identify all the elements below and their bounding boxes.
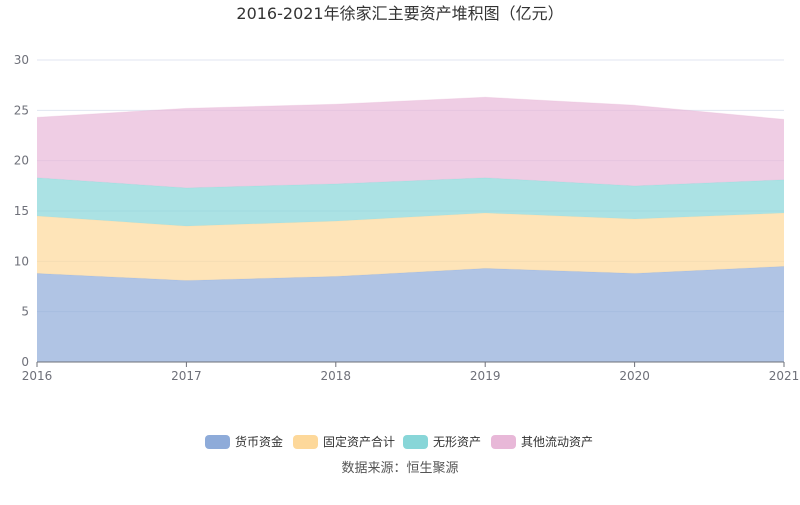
y-tick-label: 20 xyxy=(14,154,29,168)
legend-item[interactable]: 其他流动资产 xyxy=(491,435,593,449)
legend-label: 无形资产 xyxy=(433,435,481,449)
y-tick-label: 5 xyxy=(21,305,29,319)
legend-swatch xyxy=(491,435,516,449)
x-tick-label: 2019 xyxy=(470,369,501,383)
x-tick-label: 2020 xyxy=(619,369,650,383)
area-line xyxy=(36,265,785,281)
legend-swatch xyxy=(293,435,318,449)
legend-item[interactable]: 货币资金 xyxy=(205,434,283,449)
x-tick-label: 2018 xyxy=(321,369,352,383)
legend-item[interactable]: 固定资产合计 xyxy=(293,434,395,449)
y-tick-label: 10 xyxy=(14,254,29,268)
legend-swatch xyxy=(205,435,230,449)
chart-title: 2016-2021年徐家汇主要资产堆积图（亿元） xyxy=(236,4,563,23)
area-1 xyxy=(37,266,784,362)
y-tick-label: 30 xyxy=(14,53,29,67)
y-tick-label: 15 xyxy=(14,204,29,218)
x-tick-label: 2021 xyxy=(769,369,800,383)
area-4 xyxy=(37,97,784,188)
legend-label: 其他流动资产 xyxy=(521,435,593,449)
y-tick-label: 0 xyxy=(21,355,29,369)
x-tick-label: 2017 xyxy=(171,369,202,383)
area-2 xyxy=(37,213,784,281)
legend-swatch xyxy=(403,435,428,449)
legend-label: 货币资金 xyxy=(235,434,283,449)
legend-item[interactable]: 无形资产 xyxy=(403,435,481,449)
area-3 xyxy=(37,177,784,227)
y-tick-label: 25 xyxy=(14,103,29,117)
area-line xyxy=(36,96,785,120)
source-note: 数据来源：恒生聚源 xyxy=(341,461,458,476)
x-tick-label: 2016 xyxy=(22,369,53,383)
legend-label: 固定资产合计 xyxy=(323,434,395,449)
